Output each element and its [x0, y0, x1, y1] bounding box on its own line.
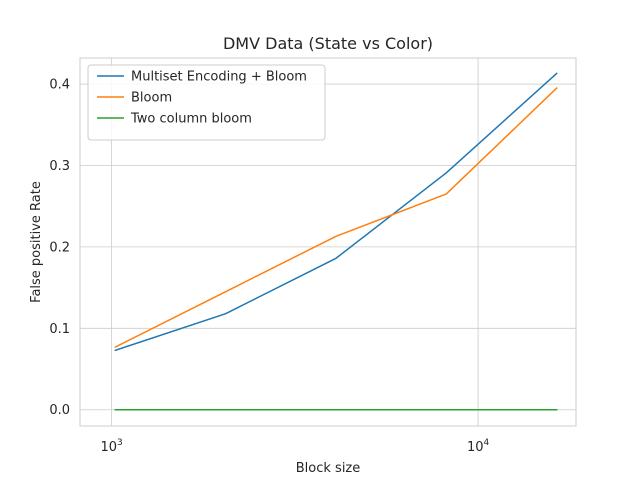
y-tick-label: 0.0	[49, 403, 70, 418]
legend-label: Two column bloom	[130, 112, 252, 127]
y-axis-label: False positive Rate	[29, 181, 44, 303]
y-tick-label: 0.4	[49, 78, 70, 93]
legend-label: Multiset Encoding + Bloom	[131, 70, 307, 85]
y-tick-label: 0.1	[49, 322, 70, 337]
y-tick-label: 0.3	[49, 159, 70, 174]
legend-box	[87, 64, 326, 141]
x-axis-label: Block size	[296, 461, 361, 476]
y-tick-label: 0.2	[49, 240, 70, 255]
x-tick-label: 104	[467, 438, 490, 455]
series-line-2	[114, 87, 558, 349]
series-line-1	[114, 72, 558, 352]
plot-area: 0.0 0.1 0.2 0.3 0.4 103 104	[49, 57, 577, 455]
plot-frame	[79, 57, 577, 427]
legend: Multiset Encoding + Bloom Bloom Two column…	[87, 64, 326, 141]
chart-title: DMV Data (State vs Color)	[223, 34, 433, 53]
x-tick-label: 103	[100, 438, 122, 455]
legend-label: Bloom	[131, 91, 172, 106]
